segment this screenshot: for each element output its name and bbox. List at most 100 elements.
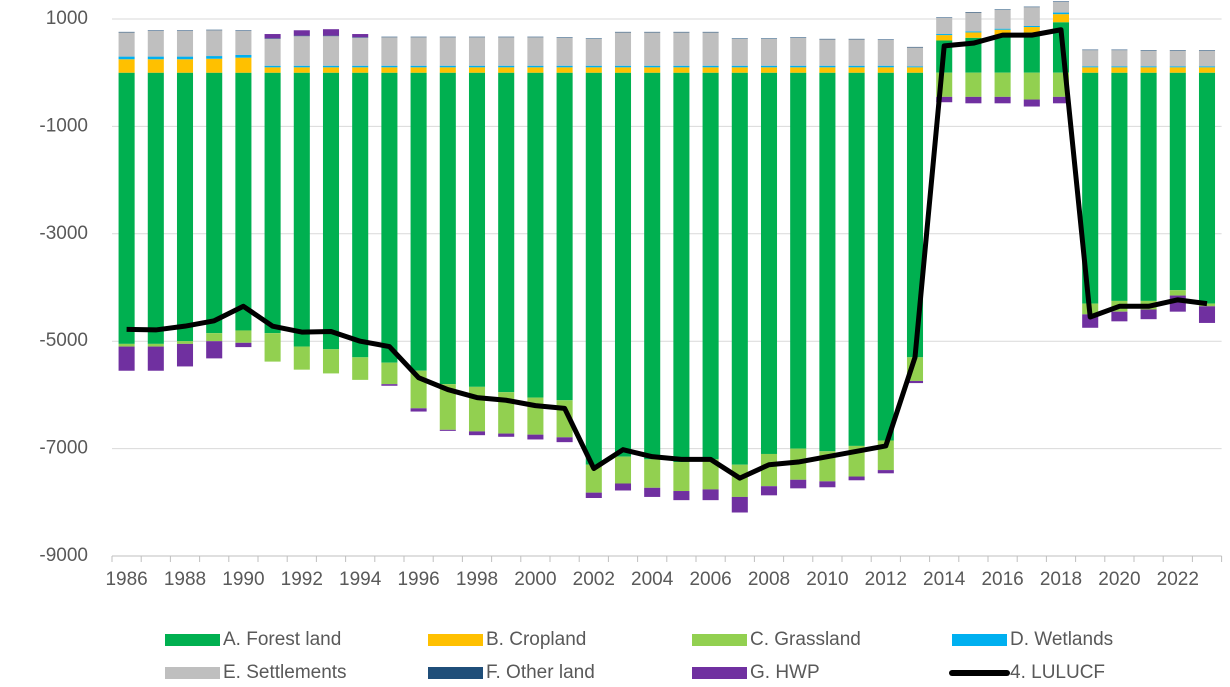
- bar-segment: [644, 487, 661, 497]
- bar-segment: [731, 464, 748, 497]
- x-tick-label: 2004: [631, 569, 674, 590]
- bar-segment: [235, 30, 252, 55]
- y-tick-label: -9000: [39, 545, 88, 566]
- x-tick-label: 1996: [397, 569, 439, 590]
- bar-segment: [702, 459, 719, 490]
- bar-segment: [731, 496, 748, 513]
- bar-segment: [206, 29, 223, 31]
- bar-segment: [352, 37, 369, 66]
- bar-segment: [877, 470, 894, 474]
- bar-segment: [206, 333, 223, 342]
- bar-segment: [322, 349, 340, 374]
- bar-segment: [147, 30, 164, 31]
- bar-segment: [760, 72, 778, 454]
- bar-segment: [206, 341, 223, 359]
- x-tick-label: 2018: [1040, 569, 1082, 590]
- bar-segment: [556, 37, 573, 66]
- bar-segment: [585, 72, 602, 465]
- bar-segment: [468, 431, 486, 436]
- bar-segment: [965, 37, 982, 73]
- bar-segment: [760, 38, 778, 39]
- bar-segment: [147, 30, 164, 57]
- bar-segment: [235, 57, 252, 73]
- bar-segment: [965, 12, 982, 32]
- bar-segment: [906, 380, 924, 384]
- bar-segment: [1140, 50, 1157, 67]
- bar-segment: [994, 28, 1011, 30]
- bar-segment: [293, 67, 310, 73]
- bar-segment: [118, 343, 135, 347]
- bar-segment: [118, 31, 135, 33]
- bar-segment: [381, 362, 398, 385]
- bar-segment: [293, 36, 310, 66]
- bar-segment: [498, 433, 515, 437]
- bar-segment: [760, 65, 778, 68]
- bar-segment: [352, 72, 369, 358]
- legend-label: C. Grassland: [750, 629, 861, 650]
- bar-segment: [760, 38, 778, 66]
- bar-segment: [906, 72, 924, 358]
- bar-segment: [1140, 66, 1157, 68]
- legend-label: D. Wetlands: [1010, 629, 1113, 650]
- x-tick-label: 2010: [806, 569, 848, 590]
- bar-segment: [322, 65, 340, 68]
- bar-segment: [381, 72, 398, 363]
- bar-segment: [556, 72, 573, 401]
- x-tick-label: 2002: [573, 569, 615, 590]
- bar-segment: [673, 31, 690, 33]
- bar-segment: [819, 67, 836, 73]
- bar-segment: [439, 37, 456, 66]
- bar-segment: [556, 65, 573, 68]
- bar-segment: [1111, 311, 1128, 322]
- bar-segment: [322, 35, 340, 37]
- bar-segment: [147, 343, 164, 347]
- bar-segment: [264, 38, 281, 39]
- bar-segment: [877, 39, 894, 66]
- bar-segment: [206, 72, 223, 334]
- bar-segment: [1140, 50, 1157, 51]
- bar-segment: [1082, 72, 1099, 304]
- bar-segment: [906, 46, 924, 48]
- bar-segment: [410, 408, 427, 412]
- bar-segment: [264, 72, 281, 334]
- bar-segment: [819, 481, 836, 488]
- bar-segment: [760, 486, 778, 496]
- bar-segment: [936, 17, 953, 35]
- bar-segment: [293, 65, 310, 68]
- bar-segment: [439, 72, 456, 385]
- bar-segment: [1169, 66, 1186, 68]
- bar-segment: [994, 29, 1011, 36]
- bar-segment: [702, 65, 719, 68]
- bar-segment: [644, 67, 661, 73]
- bar-segment: [527, 37, 544, 66]
- bar-segment: [1198, 50, 1216, 51]
- bar-segment: [1169, 67, 1186, 73]
- bar-segment: [293, 35, 310, 37]
- bar-segment: [1111, 72, 1128, 301]
- x-tick-label: 1990: [222, 569, 264, 590]
- bar-segment: [614, 456, 632, 484]
- x-tick-label: 2020: [1098, 569, 1140, 590]
- legend-swatch: [952, 634, 1007, 646]
- bar-segment: [439, 36, 456, 38]
- bar-segment: [614, 31, 632, 33]
- bar-segment: [936, 35, 953, 41]
- bar-segment: [819, 38, 836, 40]
- bar-segment: [176, 59, 194, 73]
- bar-segment: [1082, 66, 1099, 68]
- bar-segment: [1082, 49, 1099, 51]
- legend-swatch: [692, 667, 747, 679]
- bar-segment: [702, 67, 719, 73]
- bar-segment: [790, 72, 807, 449]
- bar-segment: [614, 32, 632, 66]
- bar-segment: [118, 59, 135, 73]
- bar-segment: [731, 38, 748, 66]
- bar-segment: [877, 67, 894, 73]
- bar-segment: [293, 346, 310, 370]
- bar-segment: [410, 65, 427, 68]
- bar-segment: [585, 492, 602, 499]
- bar-segment: [994, 9, 1011, 29]
- bar-segment: [1023, 25, 1040, 28]
- bar-segment: [790, 37, 807, 38]
